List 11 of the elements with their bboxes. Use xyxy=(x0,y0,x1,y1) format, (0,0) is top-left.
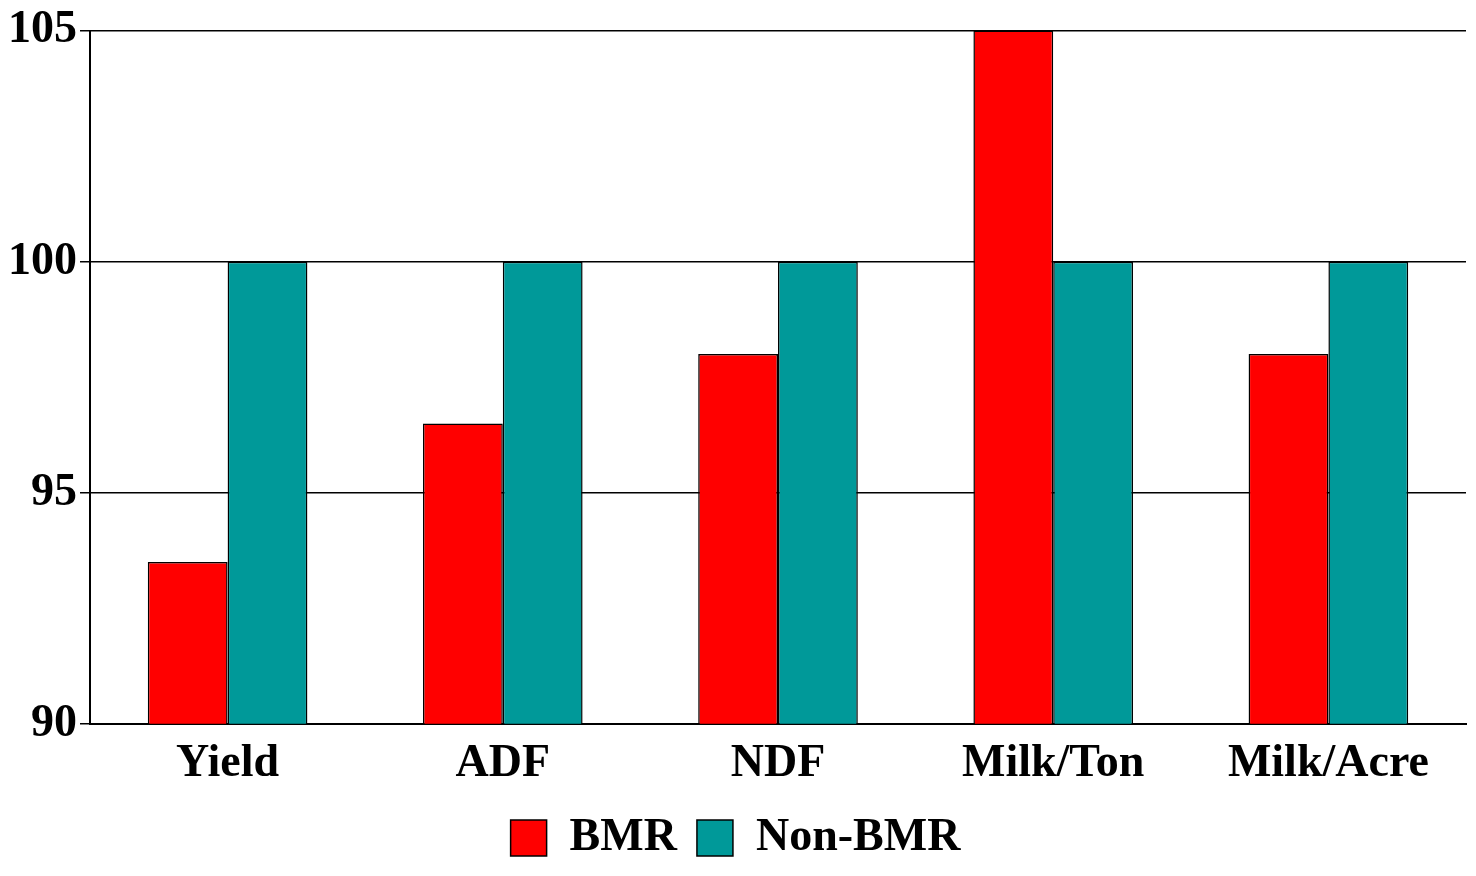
y-tick-label: 95 xyxy=(31,463,77,515)
x-tick-label: NDF xyxy=(730,735,826,787)
legend-label: Non-BMR xyxy=(755,808,962,860)
y-tick-label: 105 xyxy=(8,1,77,53)
y-tick-label: 90 xyxy=(31,694,77,746)
x-tick-label: ADF xyxy=(455,735,551,787)
x-tick-label: Milk/Ton xyxy=(962,735,1145,787)
y-tick-label: 100 xyxy=(8,232,77,284)
legend-label: BMR xyxy=(569,808,678,860)
x-tick-label: Yield xyxy=(176,735,280,787)
x-tick-label: Milk/Acre xyxy=(1227,735,1429,787)
